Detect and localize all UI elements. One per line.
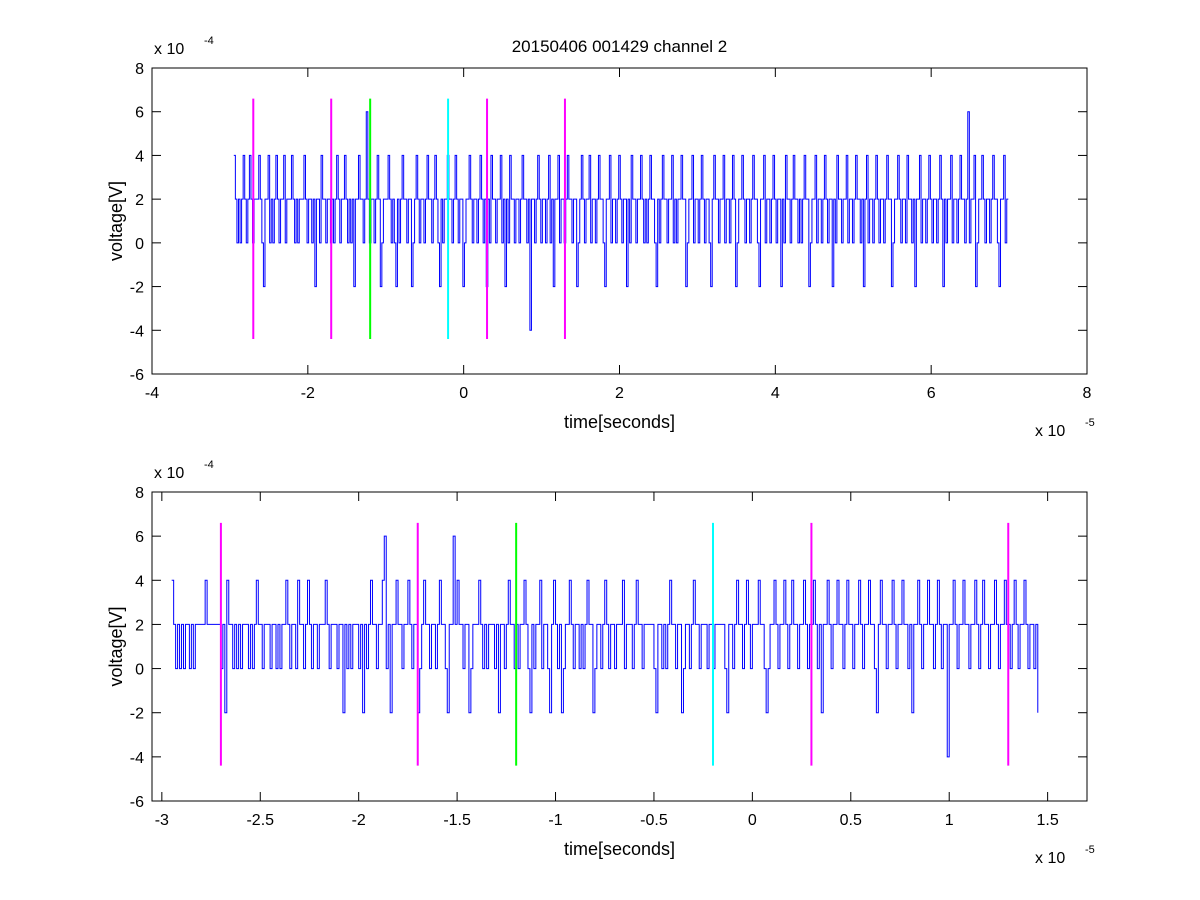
y-tick-label: 4 (135, 573, 144, 590)
y-multiplier: x 10 (154, 41, 184, 58)
x-tick-label: -4 (145, 385, 159, 402)
x-tick-label: 0.5 (840, 812, 862, 829)
y-tick-label: -4 (130, 750, 144, 767)
x-multiplier-exponent: -5 (1085, 844, 1095, 856)
signal-trace (233, 111, 1009, 331)
y-axis-label: voltage[V] (106, 606, 126, 686)
x-tick-label: -2 (301, 385, 315, 402)
x-multiplier-exponent: -5 (1085, 417, 1095, 429)
x-tick-label: -0.5 (640, 812, 668, 829)
x-tick-label: -1 (548, 812, 562, 829)
x-tick-label: -3 (155, 812, 169, 829)
y-multiplier: x 10 (154, 465, 184, 482)
y-tick-label: 2 (135, 192, 144, 209)
y-tick-label: 2 (135, 617, 144, 634)
x-tick-label: -2.5 (246, 812, 274, 829)
x-axis-label: time[seconds] (564, 412, 675, 432)
x-tick-label: -2 (352, 812, 366, 829)
x-tick-label: 0 (748, 812, 757, 829)
y-tick-label: -2 (130, 280, 144, 297)
y-tick-label: 6 (135, 529, 144, 546)
y-tick-label: -6 (130, 794, 144, 811)
axes-box (151, 491, 1088, 802)
x-tick-label: 0 (459, 385, 468, 402)
x-tick-label: 8 (1083, 385, 1092, 402)
x-axis-label: time[seconds] (564, 839, 675, 859)
chart-1: -4 -2 0 2 4 6 8-6-4-202468time[seconds]voltage… (106, 35, 1095, 440)
y-tick-label: 8 (135, 61, 144, 78)
x-tick-label: 2 (615, 385, 624, 402)
x-tick-label: -1.5 (443, 812, 471, 829)
y-tick-label: 0 (135, 236, 144, 253)
y-multiplier-exponent: -4 (204, 459, 214, 471)
y-tick-label: -4 (130, 323, 144, 340)
x-multiplier: x 10 (1035, 423, 1065, 440)
y-tick-label: -6 (130, 367, 144, 384)
y-tick-label: 8 (135, 485, 144, 502)
signal-trace (171, 535, 1039, 758)
y-tick-label: -2 (130, 706, 144, 723)
x-tick-label: 1.5 (1037, 812, 1059, 829)
x-tick-label: 6 (927, 385, 936, 402)
x-multiplier: x 10 (1035, 850, 1065, 867)
y-tick-label: 6 (135, 105, 144, 122)
axes-box (151, 67, 1088, 375)
x-tick-label: 1 (945, 812, 954, 829)
chart-2: -3 -2.5 -2 -1.5 -1 -0.5 0 0.5 1 1.5 -6 -4 -2 0 2 4 6 8 tim… (106, 459, 1095, 867)
y-tick-label: 0 (135, 662, 144, 679)
y-multiplier-exponent: -4 (204, 35, 214, 47)
y-tick-label: 4 (135, 148, 144, 165)
chart-title: 20150406 001429 channel 2 (512, 37, 728, 56)
y-axis-label: voltage[V] (106, 181, 126, 261)
x-tick-label: 4 (771, 385, 780, 402)
